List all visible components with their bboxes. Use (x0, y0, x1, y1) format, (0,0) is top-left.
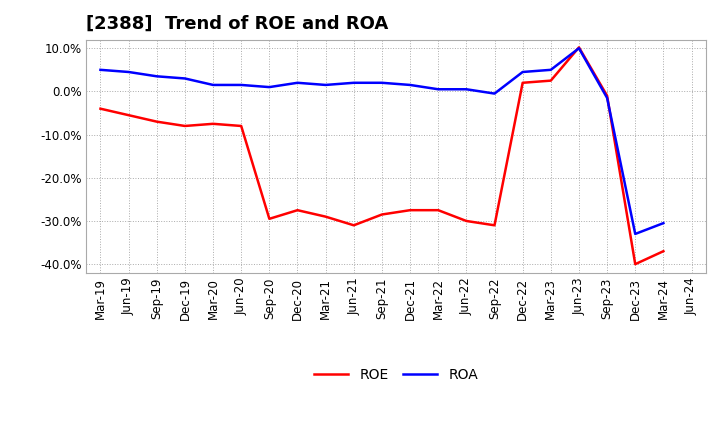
ROA (518, 70, 527, 75)
ROA (237, 82, 246, 88)
ROA (490, 91, 499, 96)
ROA (349, 80, 358, 85)
ROA (462, 87, 471, 92)
ROA (603, 95, 611, 100)
ROA (265, 84, 274, 90)
ROE (434, 208, 443, 213)
ROA (575, 46, 583, 51)
ROA (96, 67, 105, 73)
ROA (209, 82, 217, 88)
ROE (349, 223, 358, 228)
ROA (434, 87, 443, 92)
ROE (153, 119, 161, 124)
ROE (518, 80, 527, 85)
ROA (406, 82, 415, 88)
ROA (546, 67, 555, 73)
ROE (209, 121, 217, 126)
Text: [2388]  Trend of ROE and ROA: [2388] Trend of ROE and ROA (86, 15, 389, 33)
ROA (125, 70, 133, 75)
ROA (659, 220, 667, 226)
ROA (321, 82, 330, 88)
ROA (181, 76, 189, 81)
ROE (181, 123, 189, 128)
Legend: ROE, ROA: ROE, ROA (308, 362, 484, 387)
Line: ROE: ROE (101, 48, 663, 264)
ROE (631, 261, 639, 267)
ROE (321, 214, 330, 219)
Line: ROA: ROA (101, 48, 663, 234)
ROE (406, 208, 415, 213)
ROE (96, 106, 105, 111)
ROA (153, 73, 161, 79)
ROA (377, 80, 386, 85)
ROE (490, 223, 499, 228)
ROE (125, 113, 133, 118)
ROE (603, 93, 611, 99)
ROE (237, 123, 246, 128)
ROA (293, 80, 302, 85)
ROA (631, 231, 639, 237)
ROE (575, 45, 583, 50)
ROE (293, 208, 302, 213)
ROE (265, 216, 274, 221)
ROE (377, 212, 386, 217)
ROE (462, 218, 471, 224)
ROE (659, 249, 667, 254)
ROE (546, 78, 555, 83)
